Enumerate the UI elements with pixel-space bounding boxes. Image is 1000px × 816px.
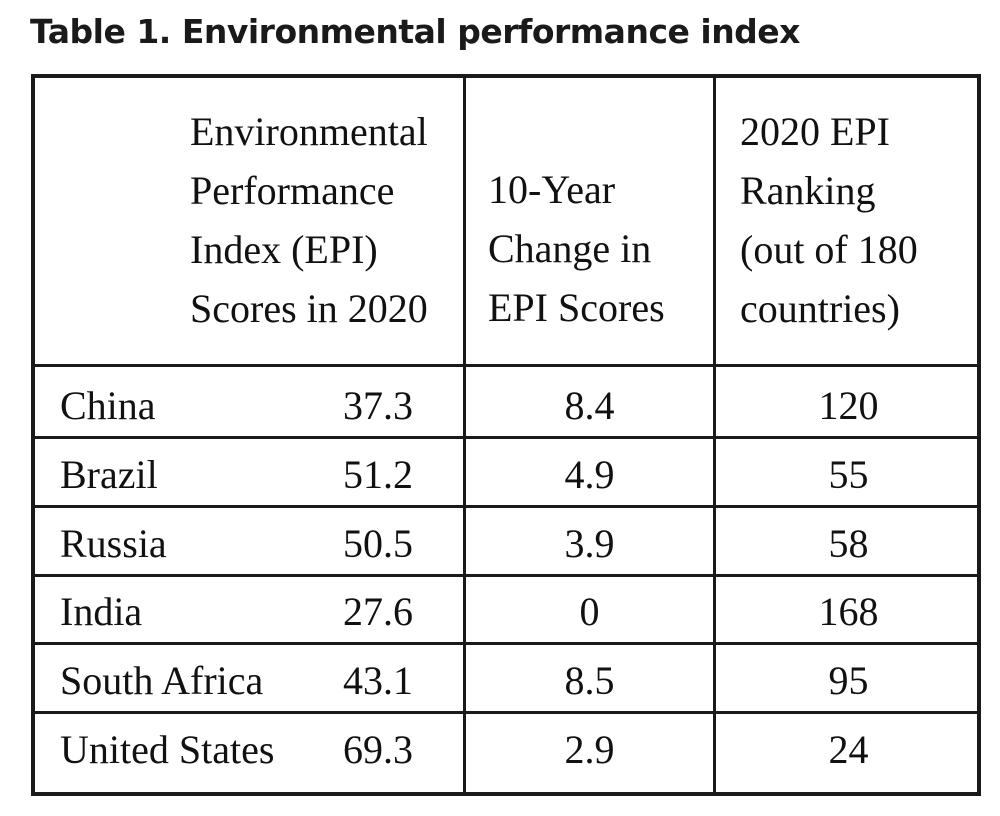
change-cell: 8.5: [564, 658, 615, 703]
country-cell: South Africa: [60, 658, 264, 703]
rank-cell: 120: [818, 383, 879, 428]
epi-score-cell: 43.1: [343, 658, 413, 703]
header-divider: [35, 364, 977, 367]
rank-cell: 168: [818, 589, 879, 634]
header-line: (out of 180: [740, 227, 918, 272]
header-ten-year-change: 10-Year Change in EPI Scores: [488, 160, 710, 337]
country-cell: Russia: [60, 521, 167, 566]
epi-score-cell: 51.2: [343, 452, 413, 497]
country-cell: India: [60, 589, 143, 634]
row-divider: [35, 505, 977, 508]
header-line: Performance: [190, 168, 395, 213]
change-cell: 2.9: [564, 727, 615, 772]
row-divider: [35, 574, 977, 577]
table-title: Table 1. Environmental performance index: [30, 12, 800, 51]
row-divider: [35, 642, 977, 645]
header-line: Scores in 2020: [190, 286, 428, 331]
header-line: 2020 EPI: [740, 109, 890, 154]
header-line: Environmental: [190, 109, 428, 154]
epi-score-cell: 27.6: [343, 589, 413, 634]
epi-table: Environmental Performance Index (EPI) Sc…: [31, 74, 981, 796]
column-divider: [713, 78, 716, 792]
header-line: 10-Year: [488, 167, 616, 212]
header-line: Ranking: [740, 168, 876, 213]
change-cell: 4.9: [564, 452, 615, 497]
row-divider: [35, 436, 977, 439]
change-cell: 0: [579, 589, 600, 634]
change-cell: 8.4: [564, 383, 615, 428]
change-cell: 3.9: [564, 521, 615, 566]
header-line: countries): [740, 286, 900, 331]
epi-score-cell: 50.5: [343, 521, 413, 566]
header-epi-score: Environmental Performance Index (EPI) Sc…: [190, 102, 460, 338]
column-divider: [463, 78, 466, 792]
rank-cell: 95: [828, 658, 869, 703]
country-cell: United States: [60, 727, 275, 772]
header-line: Index (EPI): [190, 227, 378, 272]
rank-cell: 24: [828, 727, 869, 772]
rank-cell: 55: [828, 452, 869, 497]
header-line: Change in: [488, 226, 652, 271]
header-epi-ranking: 2020 EPI Ranking (out of 180 countries): [740, 102, 980, 338]
header-line: EPI Scores: [488, 285, 665, 330]
country-cell: China: [60, 383, 156, 428]
epi-score-cell: 37.3: [343, 383, 413, 428]
rank-cell: 58: [828, 521, 869, 566]
row-divider: [35, 711, 977, 714]
epi-score-cell: 69.3: [343, 727, 413, 772]
country-cell: Brazil: [60, 452, 158, 497]
